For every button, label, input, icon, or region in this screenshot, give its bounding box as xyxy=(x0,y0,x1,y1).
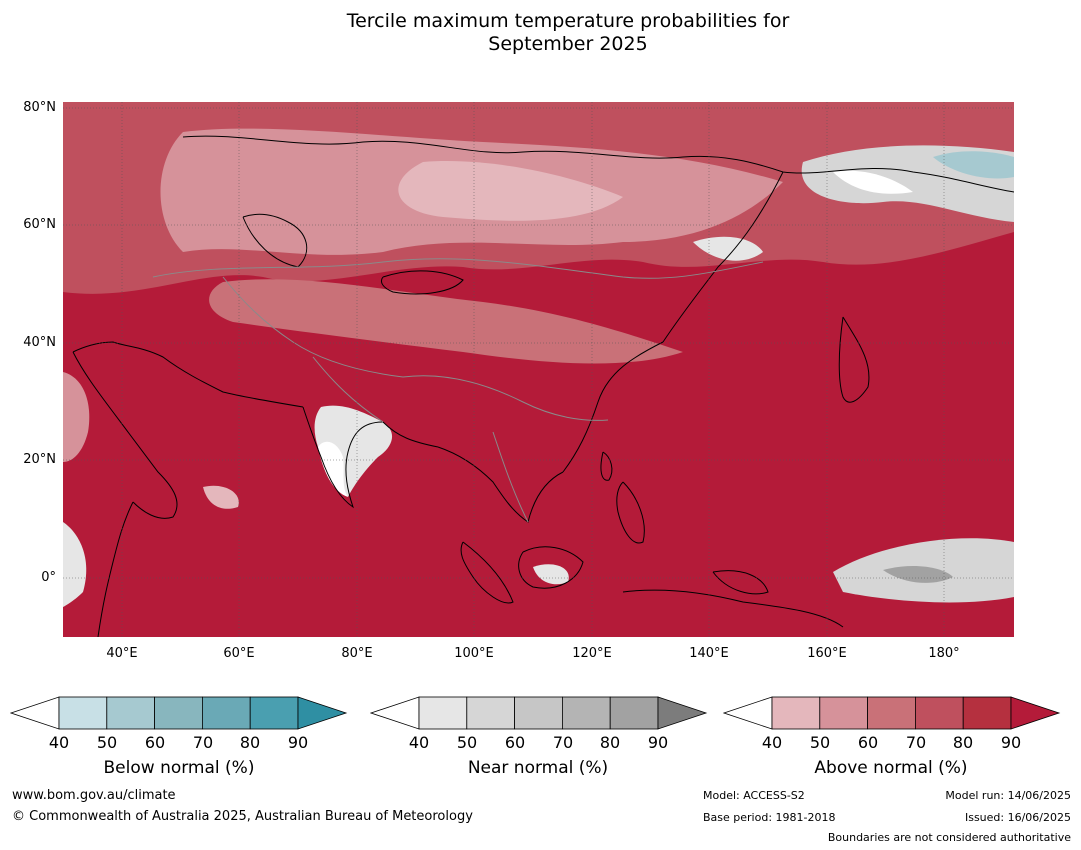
near-tick-80: 80 xyxy=(599,733,621,752)
issued-text: Issued: 16/06/2025 xyxy=(964,811,1071,824)
near-normal-label: Near normal (%) xyxy=(467,758,609,778)
far-east-white-patch xyxy=(833,170,913,194)
title-line-2: September 2025 xyxy=(488,33,648,55)
above-normal-colorbar-swatches xyxy=(723,696,1061,730)
graticule xyxy=(63,102,1014,637)
forecast-map xyxy=(63,102,1014,637)
near-tick-90: 90 xyxy=(647,733,669,752)
below-tick-40: 40 xyxy=(48,733,70,752)
africa-near-normal xyxy=(63,522,87,607)
colorbar-swatch xyxy=(819,696,869,730)
map-canvas xyxy=(63,102,1014,637)
model-run-text: Model run: 14/06/2025 xyxy=(945,789,1071,802)
above-tick-70: 70 xyxy=(905,733,927,752)
map-title: Tercile maximum temperature probabilitie… xyxy=(0,10,1081,56)
country-borders xyxy=(152,258,764,523)
colorbar-swatch xyxy=(914,696,964,730)
model-text: Model: ACCESS-S2 xyxy=(703,789,805,802)
pacific-near-normal-70 xyxy=(883,566,953,583)
lat-label-60n: 60°N xyxy=(23,217,56,232)
colorbar-swatch xyxy=(867,696,916,730)
colorbar-swatch xyxy=(58,696,108,730)
below-normal-label: Below normal (%) xyxy=(103,758,255,778)
lon-label-180: 180° xyxy=(928,646,960,661)
colorbar-swatch xyxy=(771,696,821,730)
lon-label-80e: 80°E xyxy=(341,646,373,661)
above-tick-50: 50 xyxy=(809,733,831,752)
near-tick-50: 50 xyxy=(456,733,478,752)
near-tick-70: 70 xyxy=(552,733,574,752)
title-line-1: Tercile maximum temperature probabilitie… xyxy=(346,10,790,32)
lat-label-40n: 40°N xyxy=(23,335,56,350)
base-period-text: Base period: 1981-2018 xyxy=(703,811,836,824)
colorbar-swatch xyxy=(106,696,156,730)
below-tick-90: 90 xyxy=(287,733,309,752)
above-normal-colorbar xyxy=(723,695,1063,785)
above-tick-90: 90 xyxy=(1000,733,1022,752)
colorbar-under-triangle xyxy=(723,696,773,730)
colorbar-swatch xyxy=(962,696,1012,730)
manchuria-near-normal xyxy=(693,236,763,261)
below-tick-80: 80 xyxy=(239,733,261,752)
far-east-below-normal xyxy=(933,151,1014,179)
colorbar-swatch xyxy=(514,696,563,730)
lon-label-100e: 100°E xyxy=(454,646,494,661)
colorbar-swatch xyxy=(609,696,659,730)
below-tick-50: 50 xyxy=(96,733,118,752)
colorbar-swatch xyxy=(561,696,611,730)
colorbar-under-triangle xyxy=(10,696,60,730)
copyright-text: © Commonwealth of Australia 2025, Austra… xyxy=(12,809,473,824)
above-tick-80: 80 xyxy=(952,733,974,752)
lon-label-140e: 140°E xyxy=(689,646,729,661)
lat-label-0: 0° xyxy=(41,570,56,585)
india-white-patch xyxy=(318,441,348,497)
colorbar-swatch xyxy=(418,696,468,730)
above-tick-40: 40 xyxy=(761,733,783,752)
colorbar-swatch xyxy=(466,696,516,730)
below-tick-70: 70 xyxy=(192,733,214,752)
above-normal-label: Above normal (%) xyxy=(814,758,968,778)
lon-label-40e: 40°E xyxy=(106,646,138,661)
coastlines xyxy=(72,135,1014,637)
below-tick-60: 60 xyxy=(144,733,166,752)
arabia-west-50 xyxy=(63,372,90,462)
above-tick-60: 60 xyxy=(857,733,879,752)
borneo-near-normal xyxy=(533,564,569,585)
lat-label-20n: 20°N xyxy=(23,452,56,467)
colorbar-over-triangle xyxy=(297,696,348,730)
near-tick-40: 40 xyxy=(408,733,430,752)
near-normal-colorbar xyxy=(370,695,710,785)
lon-label-60e: 60°E xyxy=(223,646,255,661)
colorbar-swatch xyxy=(154,696,203,730)
lon-label-120e: 120°E xyxy=(572,646,612,661)
colorbar-under-triangle xyxy=(370,696,420,730)
disclaimer-text: Boundaries are not considered authoritat… xyxy=(827,831,1071,844)
colorbar-over-triangle xyxy=(1010,696,1061,730)
below-normal-colorbar-swatches xyxy=(10,696,348,730)
lat-label-80n: 80°N xyxy=(23,100,56,115)
colorbar-swatch xyxy=(201,696,251,730)
lon-label-160e: 160°E xyxy=(807,646,847,661)
below-normal-colorbar xyxy=(10,695,350,785)
colorbar-over-triangle xyxy=(657,696,708,730)
near-normal-colorbar-swatches xyxy=(370,696,708,730)
central-asia-60 xyxy=(209,279,684,364)
arabian-sea-patch xyxy=(203,485,239,509)
colorbar-swatch xyxy=(249,696,299,730)
central-siberia-40 xyxy=(398,161,623,221)
website-link[interactable]: www.bom.gov.au/climate xyxy=(12,788,176,803)
near-tick-60: 60 xyxy=(504,733,526,752)
